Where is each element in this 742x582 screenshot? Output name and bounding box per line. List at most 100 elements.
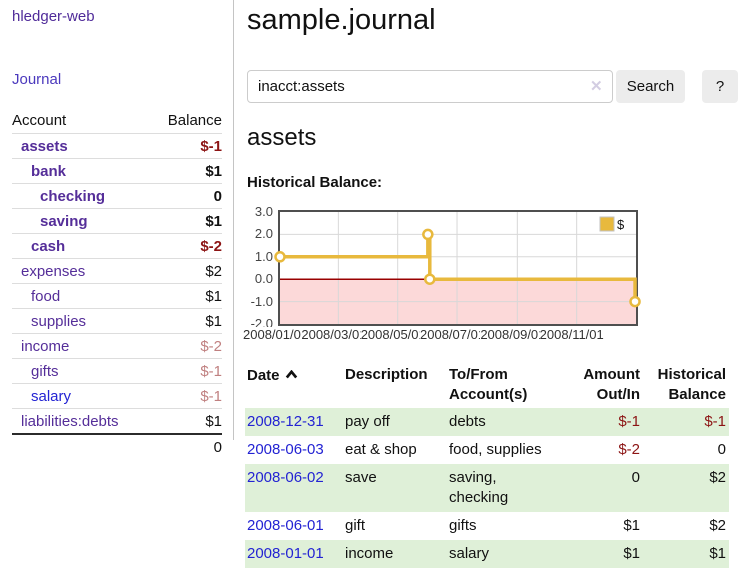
balance-chart-canvas: $ bbox=[274, 212, 641, 324]
transaction-balance-cell: $2 bbox=[709, 517, 726, 534]
search-button[interactable]: Search bbox=[616, 70, 685, 103]
transaction-accounts-cell: food, supplies bbox=[449, 441, 542, 458]
x-axis-tick: 2008/11/01 bbox=[539, 327, 604, 342]
transaction-description-cell: income bbox=[345, 545, 394, 562]
account-link[interactable]: cash bbox=[31, 237, 66, 255]
account-balance: $2 bbox=[205, 262, 222, 280]
register-tbody: 2008-12-31 pay off debts $-1 $-1 2008-06-03 ea… bbox=[245, 408, 729, 568]
col-header-date-label: Date bbox=[247, 367, 280, 384]
account-row: bank $1 bbox=[12, 158, 222, 183]
app-brand-link[interactable]: hledger-web bbox=[12, 8, 95, 25]
sidebar-item-journal[interactable]: Journal bbox=[12, 71, 62, 88]
transaction-amount-cell: $-1 bbox=[618, 413, 640, 430]
account-row: gifts $-1 bbox=[12, 358, 222, 383]
register-table: Date Description To/From Account(s) Amou… bbox=[245, 362, 729, 568]
account-link[interactable]: gifts bbox=[31, 362, 59, 380]
account-balance: $1 bbox=[205, 287, 222, 305]
account-row: liabilities:debts $1 bbox=[12, 408, 222, 433]
col-header-date[interactable]: Date bbox=[245, 362, 345, 408]
account-link[interactable]: assets bbox=[21, 137, 68, 155]
account-link[interactable]: food bbox=[31, 287, 61, 305]
account-link[interactable]: supplies bbox=[31, 312, 87, 330]
y-axis-tick: 2.0 bbox=[254, 226, 273, 242]
account-column-header: Account bbox=[12, 112, 67, 129]
transaction-balance-cell: $-1 bbox=[704, 413, 726, 430]
balance-column-header: Balance bbox=[167, 112, 222, 129]
chart-title: Historical Balance: bbox=[247, 174, 383, 191]
transaction-date-cell: 2008-12-31 bbox=[245, 408, 345, 436]
sidebar: hledger-web Journal Account Balance asse… bbox=[0, 0, 234, 456]
account-row: income $-2 bbox=[12, 333, 222, 358]
clear-search-icon[interactable]: ✕ bbox=[590, 78, 603, 95]
account-heading: assets bbox=[247, 124, 317, 151]
page-title: sample.journal bbox=[247, 4, 436, 36]
transaction-accounts-cell: gifts bbox=[449, 517, 477, 534]
transaction-amount-cell: 0 bbox=[631, 469, 640, 486]
transaction-date-link[interactable]: 2008-12-31 bbox=[247, 413, 324, 430]
balance-chart: $ 3.0 2.0 1.0 0.0 -1.0 -2.0 2008/01/01 2008/03/… bbox=[243, 203, 742, 348]
transaction-date-link[interactable]: 2008-06-02 bbox=[247, 469, 324, 486]
transaction-date-link[interactable]: 2008-01-01 bbox=[247, 545, 324, 562]
transaction-balance-cell: $2 bbox=[709, 469, 726, 486]
transaction-description-cell: gift bbox=[345, 517, 366, 534]
account-row: food $1 bbox=[12, 283, 222, 308]
account-balance: 0 bbox=[213, 187, 222, 205]
account-row: cash $-2 bbox=[12, 233, 222, 258]
col-header-amount: Amount Out/In bbox=[564, 362, 643, 408]
account-link[interactable]: salary bbox=[31, 387, 72, 405]
search-input[interactable] bbox=[247, 70, 613, 103]
x-axis-tick: 2008/03/01 bbox=[301, 327, 367, 342]
y-axis-tick: 3.0 bbox=[254, 204, 273, 219]
account-balance: $-1 bbox=[200, 137, 222, 155]
account-balance: $1 bbox=[205, 412, 222, 430]
chart-plot: $ bbox=[274, 210, 641, 326]
transaction-amount-cell: $1 bbox=[623, 545, 640, 562]
col-header-balance: Historical Balance bbox=[643, 362, 729, 408]
accounts-table-header: Account Balance bbox=[12, 108, 222, 133]
transaction-row[interactable]: 2008-06-03 eat & shop food, supplies $-2 0 bbox=[245, 436, 729, 464]
register-header-row: Date Description To/From Account(s) Amou… bbox=[245, 362, 729, 408]
account-link[interactable]: expenses bbox=[21, 262, 86, 280]
col-header-amount-line2: Out/In bbox=[596, 386, 640, 403]
account-link[interactable]: checking bbox=[40, 187, 106, 205]
col-header-balance-line2: Balance bbox=[668, 386, 726, 403]
transaction-date-cell: 2008-01-01 bbox=[245, 540, 345, 568]
account-balance: $1 bbox=[205, 162, 222, 180]
x-axis-tick: 2008/07/01 bbox=[420, 327, 486, 342]
transaction-accounts-cell: debts bbox=[449, 413, 486, 430]
transaction-row[interactable]: 2008-06-01 gift gifts $1 $2 bbox=[245, 512, 729, 540]
account-link[interactable]: income bbox=[21, 337, 70, 355]
transaction-description-cell: eat & shop bbox=[345, 441, 417, 458]
transaction-date-link[interactable]: 2008-06-01 bbox=[247, 517, 324, 534]
transaction-row[interactable]: 2008-01-01 income salary $1 $1 bbox=[245, 540, 729, 568]
help-button[interactable]: ? bbox=[702, 70, 738, 103]
account-balance: $1 bbox=[205, 312, 222, 330]
col-header-description: Description bbox=[345, 362, 449, 408]
transaction-date-link[interactable]: 2008-06-03 bbox=[247, 441, 324, 458]
y-axis-tick: 0.0 bbox=[254, 271, 273, 287]
y-axis-tick: -1.0 bbox=[250, 293, 273, 309]
x-axis-tick: 2008/05/01 bbox=[360, 327, 426, 342]
account-link[interactable]: saving bbox=[40, 212, 88, 230]
accounts-rows: assets $-1 bank $1 checking 0 saving $1 cash $-2 e… bbox=[12, 133, 222, 433]
account-balance: $-1 bbox=[200, 387, 222, 405]
accounts-table: Account Balance assets $-1 bank $1 checking 0… bbox=[12, 108, 222, 459]
account-row: supplies $1 bbox=[12, 308, 222, 333]
account-balance: $1 bbox=[205, 212, 222, 230]
sort-ascending-icon bbox=[285, 365, 298, 385]
col-header-accounts-line1: To/From bbox=[449, 366, 508, 383]
transaction-amount-cell: $-2 bbox=[618, 441, 640, 458]
transaction-accounts-cell: salary bbox=[449, 545, 490, 562]
transaction-balance-cell: 0 bbox=[717, 441, 726, 458]
account-balance: $-1 bbox=[200, 362, 222, 380]
col-header-accounts: To/From Account(s) bbox=[449, 362, 564, 408]
transaction-row[interactable]: 2008-12-31 pay off debts $-1 $-1 bbox=[245, 408, 729, 436]
transaction-row[interactable]: 2008-06-02 save saving, checking 0 $2 bbox=[245, 464, 729, 512]
transaction-accounts-cell: saving, checking bbox=[449, 469, 509, 506]
transaction-date-cell: 2008-06-03 bbox=[245, 436, 345, 464]
account-link[interactable]: bank bbox=[31, 162, 67, 180]
legend-label: $ bbox=[617, 217, 625, 232]
transaction-balance-cell: $1 bbox=[709, 545, 726, 562]
transaction-amount-cell: $1 bbox=[623, 517, 640, 534]
account-link[interactable]: liabilities:debts bbox=[21, 412, 119, 430]
